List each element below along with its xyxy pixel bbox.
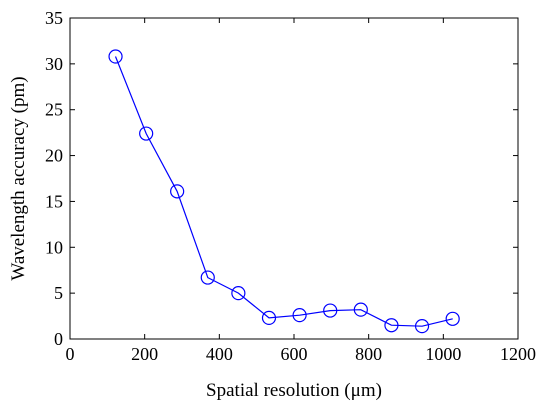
y-tick-label: 10 <box>45 237 63 257</box>
y-tick-label: 30 <box>45 54 63 74</box>
x-tick-label: 1000 <box>425 344 461 364</box>
data-point-marker <box>445 311 460 326</box>
data-point-marker <box>414 319 430 334</box>
series-layer <box>108 49 460 334</box>
y-tick-label: 5 <box>54 283 63 303</box>
series-line <box>114 56 453 327</box>
x-tick-label: 1200 <box>500 344 536 364</box>
y-tick-label: 0 <box>54 329 63 349</box>
data-point-marker <box>353 302 368 317</box>
x-tick-label: 800 <box>355 344 382 364</box>
x-tick-label: 200 <box>131 344 158 364</box>
data-point-marker <box>261 310 277 326</box>
y-axis-title: Wavelength accuracy (pm) <box>8 76 29 280</box>
plot-area-frame <box>69 17 519 340</box>
data-point-marker <box>231 286 246 301</box>
x-tick-label: 600 <box>281 344 308 364</box>
y-tick-label: 20 <box>45 146 63 166</box>
y-tick-label: 25 <box>45 100 63 120</box>
x-tick-label: 0 <box>66 344 75 364</box>
tick-labels: 0 200 400 600 800 1000 1200 0 5 10 15 20 25 30 35 <box>45 8 536 364</box>
data-point-marker <box>323 303 338 318</box>
y-tick-label: 15 <box>45 191 63 211</box>
data-point-marker <box>200 270 215 285</box>
y-tick-label: 35 <box>45 8 63 28</box>
axis-ticks <box>69 17 519 340</box>
data-point-marker <box>139 126 154 141</box>
data-point-marker <box>292 308 307 323</box>
data-point-marker <box>170 184 185 199</box>
x-tick-label: 400 <box>206 344 233 364</box>
data-point-marker <box>108 49 123 64</box>
data-point-marker <box>384 318 399 333</box>
x-axis-title: Spatial resolution (μm) <box>206 380 382 401</box>
